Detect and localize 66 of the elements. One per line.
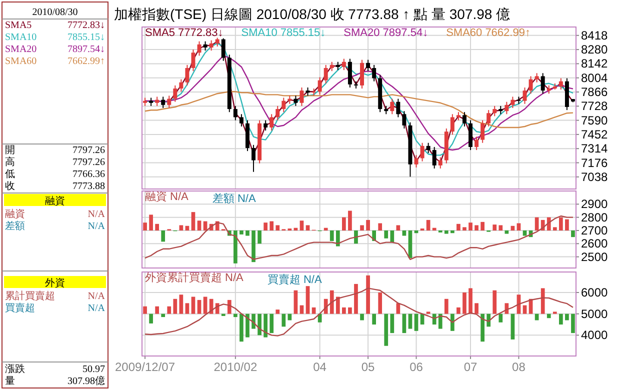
text: SMA60 7662.99↑ [446, 27, 530, 39]
category-label: 量 [5, 376, 15, 387]
text: 50.97 [82, 364, 105, 375]
category-label: 漲跌 [5, 363, 25, 375]
chart-title: 加權指數(TSE) 日線圖 2010/08/30 收 7773.88 ↑ 點 量 307.98 億 [114, 6, 510, 22]
y-tick-label: 7866 [581, 85, 608, 100]
category-label: 累計買賣超 [5, 290, 55, 302]
category-label: 差額 [5, 220, 25, 232]
category-label: SMA10 [5, 32, 37, 43]
text: 外資 [45, 277, 65, 289]
annotation: 差額 N/A [212, 192, 256, 205]
y-tick-label: 8142 [581, 56, 608, 71]
text: 307.98億 [68, 376, 105, 387]
text: N/A [88, 303, 105, 314]
category-label: SMA20 [5, 44, 37, 55]
y-tick-label: 2900 [581, 197, 608, 212]
text: 7772.83↓ [68, 20, 105, 31]
category-label: 收 [5, 181, 15, 192]
text: N/A [88, 221, 105, 232]
category-label: SMA5 [5, 20, 32, 31]
category-label: 高 [5, 156, 15, 168]
text: 7662.99↑ [68, 56, 105, 67]
y-tick-label: 7176 [581, 156, 608, 170]
x-tick-label: 2009/12/07 [114, 360, 176, 374]
series-label: SMA5 7772.83↓ [145, 27, 224, 39]
text: 融資 N/A [145, 191, 190, 203]
y-tick-label: 4000 [581, 328, 608, 342]
x-tick-label: 04 [313, 360, 327, 374]
x-tick-label: 07 [464, 360, 478, 374]
text: N/A [88, 291, 105, 302]
y-tick-label: 2700 [581, 223, 608, 238]
y-tick-label: 8280 [581, 42, 608, 57]
text: N/A [88, 209, 105, 220]
text: 外資累計買賣超 N/A [145, 271, 244, 284]
category-label: 開 [5, 145, 15, 156]
y-tick-label: 8418 [581, 28, 608, 42]
x-tick-label: 08 [512, 360, 526, 374]
y-tick-label: 2500 [581, 250, 608, 264]
text: 7897.54↓ [68, 44, 105, 55]
category-label: 買賣超 [5, 302, 35, 314]
category-label: 低 [5, 169, 15, 180]
category-label: SMA60 [5, 56, 37, 67]
y-tick-label: 2800 [581, 210, 608, 224]
series-label: SMA10 7855.15↓ [241, 27, 326, 39]
y-tick-label: 7314 [581, 142, 608, 156]
y-tick-label: 5000 [581, 306, 608, 321]
y-tick-label: 8004 [581, 70, 608, 85]
y-tick-label: 6000 [581, 285, 608, 300]
text: 7797.26 [72, 145, 105, 156]
text: 7855.15↓ [68, 32, 105, 43]
y-tick-label: 2600 [581, 236, 608, 251]
text: 7773.88 [72, 181, 105, 192]
annotation: 買賣超 N/A [267, 273, 322, 286]
x-tick-label: 06 [410, 360, 424, 374]
text: 7766.36 [72, 169, 105, 180]
text: 7797.26 [72, 157, 105, 168]
category-label: 融資 [5, 208, 25, 220]
y-tick-label: 7590 [581, 113, 608, 128]
x-tick-label: 2010/02 [214, 360, 258, 374]
text: SMA20 7897.54↓ [344, 27, 428, 39]
x-tick-label: 05 [361, 360, 376, 374]
y-tick-label: 7728 [581, 99, 608, 114]
y-tick-label: 7038 [581, 170, 608, 184]
text: 融資 [45, 195, 65, 207]
y-tick-label: 7452 [581, 127, 608, 142]
text: 2010/08/30 [32, 7, 78, 18]
